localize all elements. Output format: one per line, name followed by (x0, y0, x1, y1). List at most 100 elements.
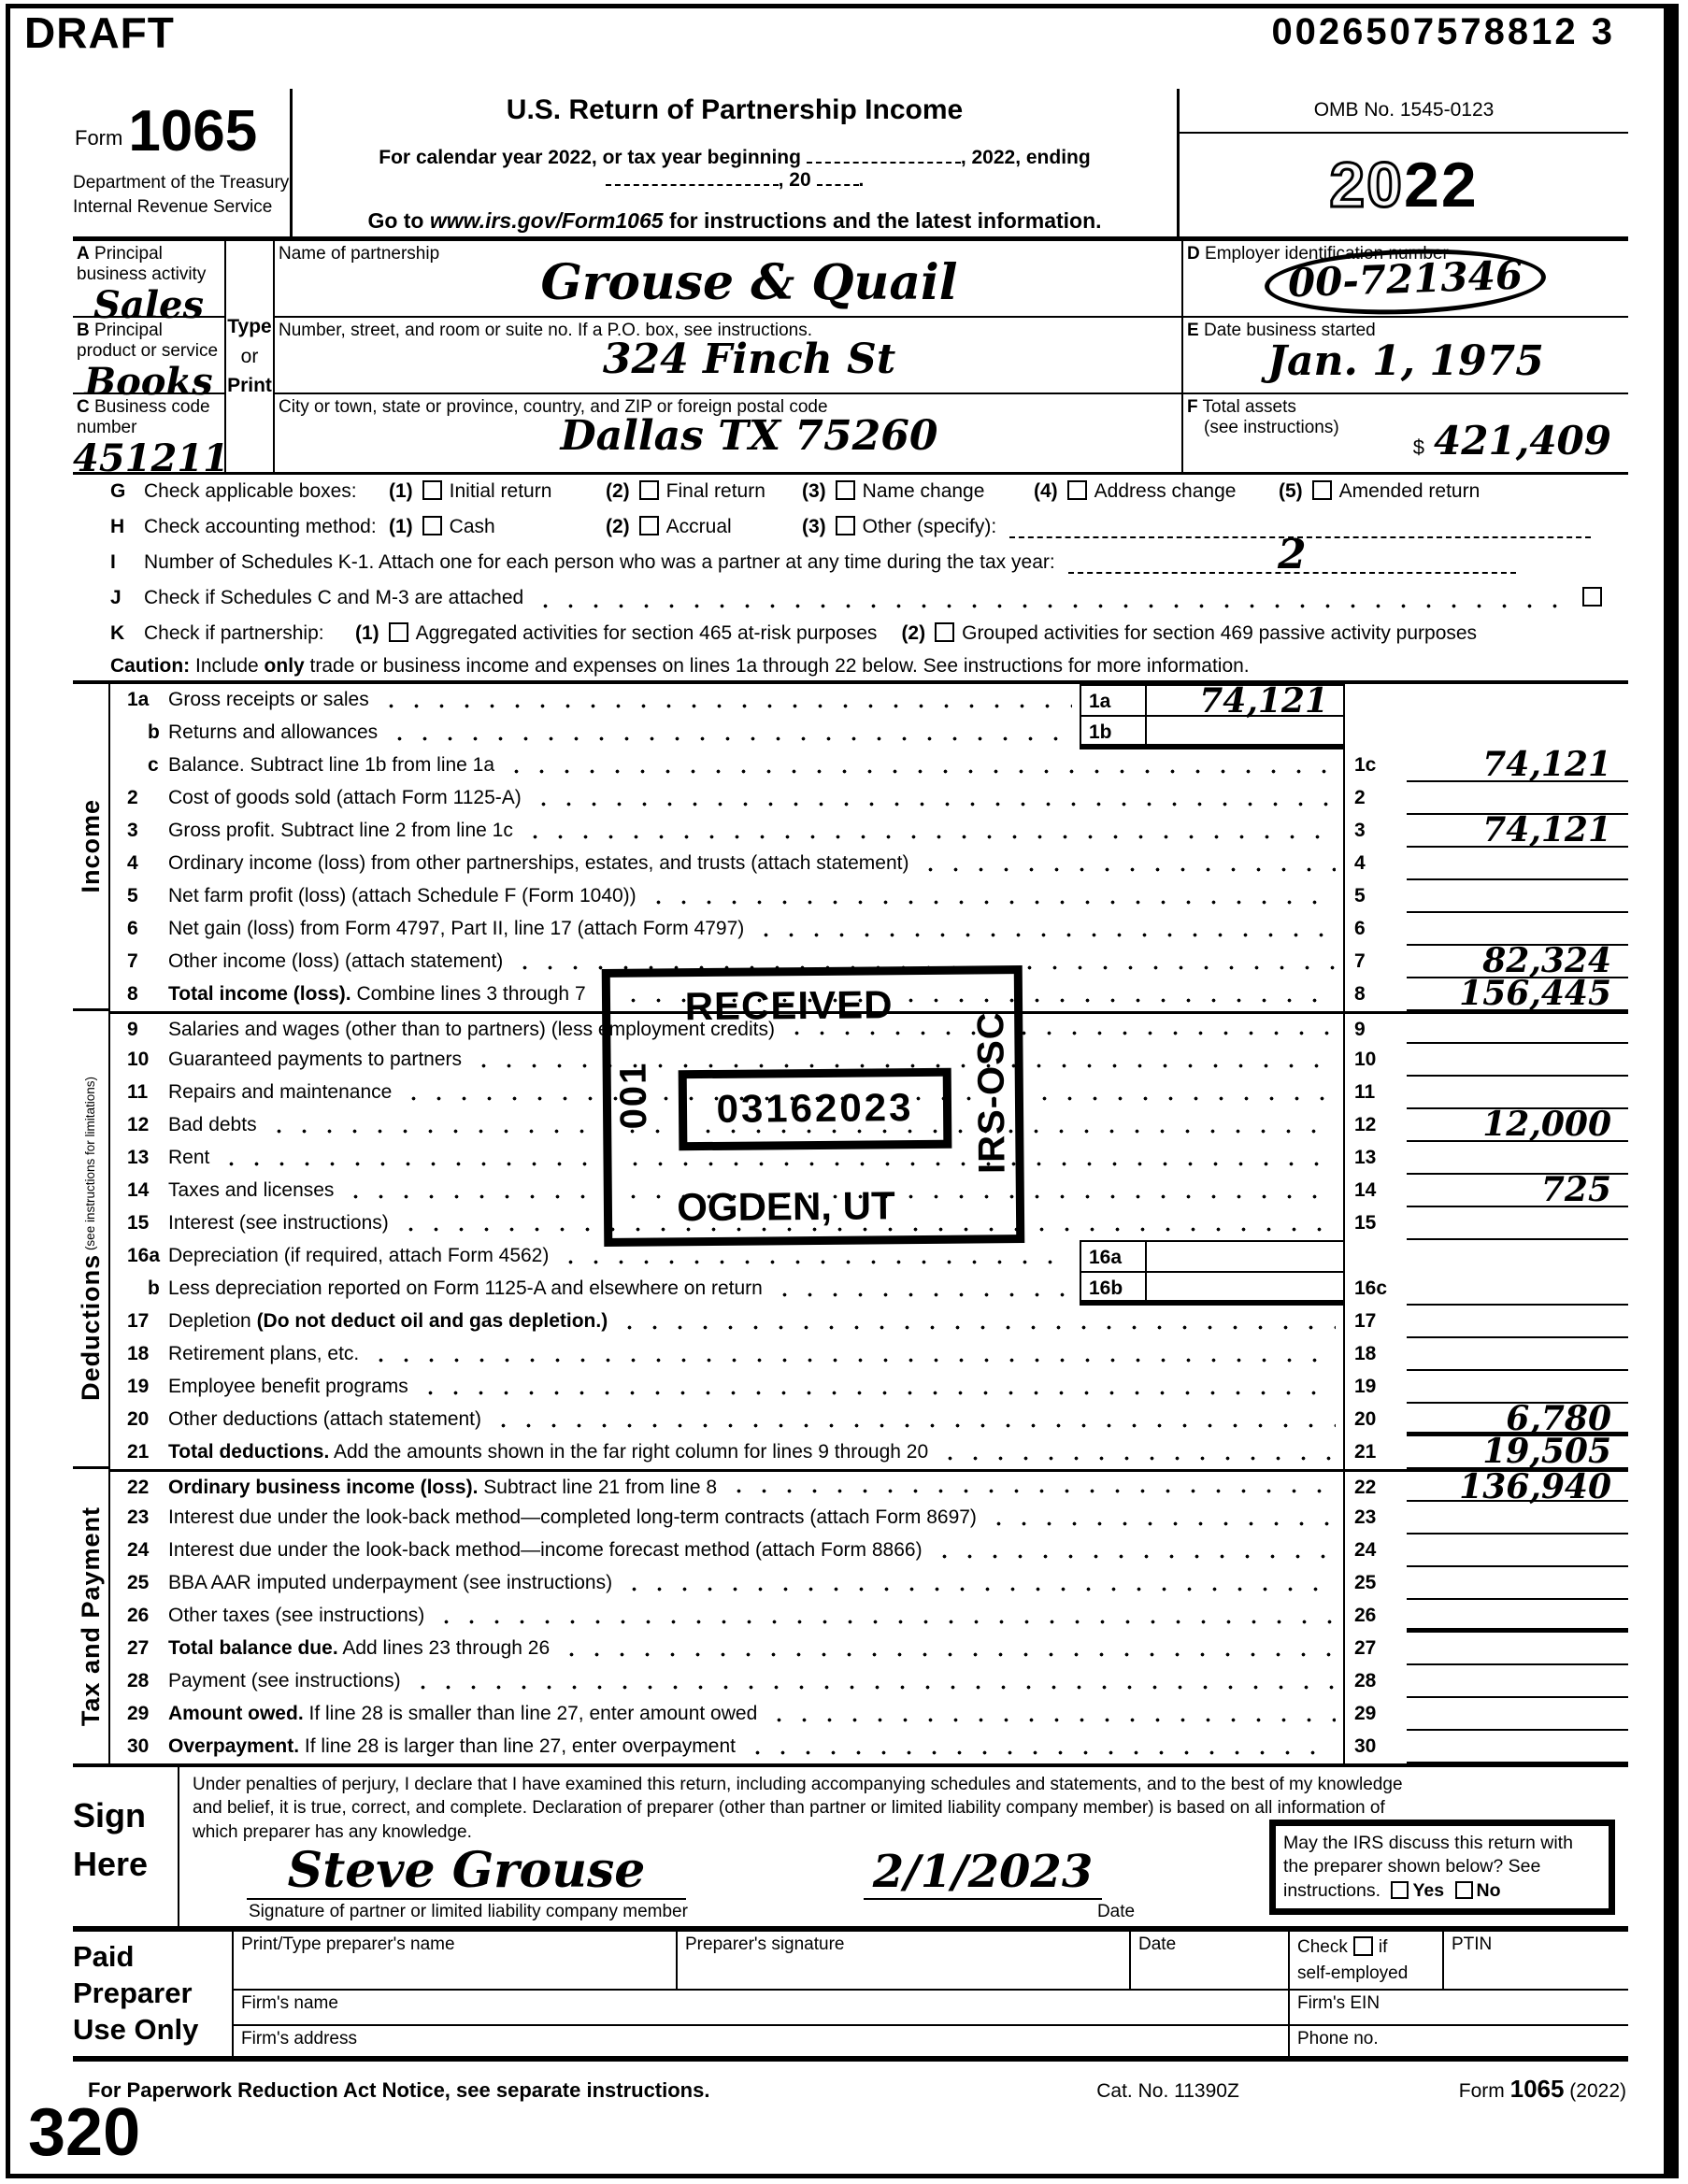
line-5-amount[interactable] (1407, 880, 1628, 913)
line-19-amount[interactable] (1407, 1371, 1628, 1404)
line-28-amount[interactable] (1407, 1665, 1628, 1698)
preparer-date-field[interactable]: Date (1131, 1932, 1290, 1989)
principal-product-value[interactable]: Books (84, 359, 213, 404)
phone-field[interactable]: Phone no. (1297, 2029, 1379, 2048)
entity-info-grid: A Principal business activity Sales B Pr… (73, 236, 1628, 480)
dot-leader (395, 1207, 1336, 1240)
initial-return-checkbox[interactable] (422, 479, 442, 500)
section-469-checkbox[interactable] (935, 621, 955, 642)
line-27-amount[interactable] (1407, 1633, 1628, 1665)
dot-leader (469, 1044, 1336, 1077)
line-I: I Number of Schedules K-1. Attach one fo… (73, 535, 1628, 581)
line-7-amount[interactable]: 82,324 (1407, 944, 1628, 978)
line-8-amount[interactable]: 156,445 (1407, 977, 1628, 1011)
name-address-column: Name of partnership Grouse & Quail Numbe… (273, 241, 1181, 472)
sign-here-section: Sign Here Under penalties of perjury, I d… (73, 1767, 1628, 1926)
discuss-yes-checkbox[interactable] (1391, 1880, 1409, 1899)
line-30-amount[interactable] (1407, 1731, 1628, 1763)
line-16a-amount[interactable] (1145, 1240, 1343, 1273)
cash-method-checkbox[interactable] (422, 515, 442, 535)
line-16b-amount[interactable] (1145, 1273, 1343, 1306)
line-24-amount[interactable] (1407, 1535, 1628, 1567)
dot-leader (765, 1698, 1336, 1731)
line-11-amount[interactable] (1407, 1077, 1628, 1109)
city-field: City or town, state or province, country… (275, 394, 1181, 471)
city-value[interactable]: Dallas TX 75260 (560, 411, 938, 460)
line-1c-amount[interactable]: 74,121 (1407, 748, 1628, 782)
paid-preparer-label: Paid Preparer Use Only (73, 1932, 234, 2056)
line-13-amount[interactable] (1407, 1142, 1628, 1175)
street-value[interactable]: 324 Finch St (602, 335, 896, 383)
line-27: 27 Total balance due. Add lines 23 throug… (110, 1633, 1628, 1665)
line-1a-amount[interactable]: 74,121 (1145, 684, 1343, 718)
line-16c-amount[interactable] (1407, 1273, 1628, 1306)
schedules-c-m3-checkbox[interactable] (1582, 587, 1602, 607)
schedules-k1-count-value: 2 (1278, 531, 1307, 578)
address-change-checkbox[interactable] (1066, 479, 1087, 500)
line-17-amount[interactable] (1407, 1306, 1628, 1338)
date-business-started-value[interactable]: Jan. 1, 1975 (1267, 336, 1544, 385)
partnership-name-field: Name of partnership Grouse & Quail (275, 241, 1181, 318)
ptin-field[interactable]: PTIN (1452, 1934, 1493, 1954)
line-4-amount[interactable] (1407, 848, 1628, 880)
line-G: G Check applicable boxes: (1) Initial ret… (110, 479, 1481, 502)
name-change-checkbox[interactable] (835, 479, 855, 500)
amended-return-checkbox[interactable] (1311, 479, 1332, 500)
tax-year-end-field[interactable] (605, 169, 779, 186)
business-code-value[interactable]: 451211 (73, 435, 229, 480)
total-assets-value[interactable]: $421,409 (1412, 418, 1611, 464)
section-sidebar: Income Deductions (see instructions for … (73, 684, 110, 1763)
line-6-amount[interactable] (1407, 913, 1628, 946)
dot-leader (366, 1338, 1336, 1371)
line-29: 29 Amount owed. If line 28 is smaller tha… (110, 1698, 1628, 1731)
principal-business-activity-value[interactable]: Sales (93, 282, 204, 327)
line-29-amount[interactable] (1407, 1698, 1628, 1731)
line-1b-amount[interactable] (1145, 717, 1343, 749)
line-21-amount[interactable]: 19,505 (1407, 1435, 1628, 1469)
dot-leader (408, 1665, 1336, 1698)
line-18-amount[interactable] (1407, 1338, 1628, 1371)
tax-year-begin-field[interactable] (806, 147, 961, 164)
dot-leader (385, 717, 1072, 749)
partnership-name-value[interactable]: Grouse & Quail (540, 253, 958, 311)
firm-ein-field[interactable]: Firm's EIN (1297, 1993, 1380, 2013)
line-9-amount[interactable] (1407, 1014, 1628, 1044)
preparer-name-field[interactable]: Print/Type preparer's name (234, 1932, 678, 1989)
line-22-amount[interactable]: 136,940 (1407, 1470, 1628, 1504)
dot-leader (936, 1436, 1336, 1469)
signature-caption: Signature of partner or limited liabilit… (249, 1902, 688, 1922)
other-method-checkbox[interactable] (835, 515, 855, 535)
calendar-year-line: For calendar year 2022, or tax year begi… (379, 147, 1091, 191)
self-employed-checkbox[interactable] (1352, 1935, 1373, 1956)
dot-leader (724, 1472, 1336, 1502)
dot-leader (399, 1077, 1336, 1109)
firm-name-field[interactable]: Firm's name (234, 1991, 1290, 2024)
line-23-amount[interactable] (1407, 1502, 1628, 1535)
line-20-amount[interactable]: 6,780 (1407, 1402, 1628, 1436)
paperwork-notice: For Paperwork Reduction Act Notice, see … (88, 2078, 710, 2102)
preparer-signature-field[interactable]: Preparer's signature (678, 1932, 1131, 1989)
line-26-amount[interactable] (1407, 1600, 1628, 1633)
line-25-amount[interactable] (1407, 1567, 1628, 1600)
accrual-method-checkbox[interactable] (638, 515, 659, 535)
discuss-no-checkbox[interactable] (1454, 1880, 1473, 1899)
irs-url[interactable]: www.irs.gov/Form1065 (429, 208, 664, 233)
signature-date[interactable]: 2/1/2023 (864, 1846, 1102, 1901)
schedules-k1-count-field[interactable]: 2 (1067, 535, 1516, 576)
other-method-specify-field[interactable] (1009, 510, 1591, 538)
partner-signature[interactable]: Steve Grouse (247, 1846, 686, 1901)
line-3-amount[interactable]: 74,121 (1407, 813, 1628, 848)
firm-address-field[interactable]: Firm's address (234, 2026, 1290, 2056)
final-return-checkbox[interactable] (638, 479, 659, 500)
form-lines: 1a Gross receipts or sales 1a 74,121 b Retur… (110, 684, 1628, 1763)
section-465-checkbox[interactable] (388, 621, 408, 642)
dot-leader (593, 978, 1336, 1011)
line-10-amount[interactable] (1407, 1044, 1628, 1077)
line-14-amount[interactable]: 725 (1407, 1173, 1628, 1207)
line-15-amount[interactable] (1407, 1207, 1628, 1240)
page-footer: For Paperwork Reduction Act Notice, see … (73, 2075, 1628, 2104)
line-12-amount[interactable]: 12,000 (1407, 1107, 1628, 1142)
irs-received-stamp: RECEIVED 001 03162023 IRS-OSC OGDEN, UT (601, 965, 1025, 1247)
line-2-amount[interactable] (1407, 782, 1628, 815)
tax-year-yy-field[interactable] (816, 169, 859, 186)
